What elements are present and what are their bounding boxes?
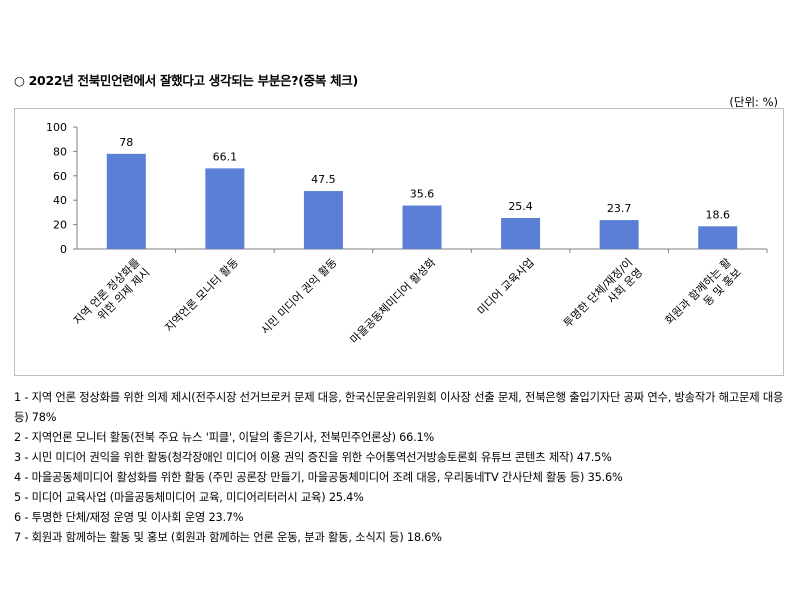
data-label: 18.6	[705, 208, 730, 221]
note-item-2: 2 - 지역언론 모니터 활동(전북 주요 뉴스 '피클', 이달의 좋은기사,…	[14, 431, 435, 444]
bar	[501, 218, 541, 249]
x-tick-label: 지역언론 모니터 활동	[162, 255, 241, 334]
x-tick-label-line: 마을공동체미디어 활성화	[347, 255, 438, 346]
bar	[303, 191, 343, 249]
y-tick-label: 40	[53, 194, 67, 207]
chart-frame: 0 20 40 60 80 100 78 지역 언론 정상화를위한 의제 제시 66.1 지역언론…	[14, 108, 784, 376]
bar	[402, 205, 442, 249]
bar	[599, 220, 639, 249]
data-label: 66.1	[213, 150, 238, 163]
note-item-4: 4 - 마을공동체미디어 활성화를 위한 활동 (주민 공론장 만들기, 마을공…	[14, 471, 623, 484]
y-tick-label: 60	[53, 170, 67, 183]
x-tick-label: 지역 언론 정상화를위한 의제 제시	[71, 256, 152, 337]
bar	[205, 168, 245, 249]
data-label: 25.4	[508, 200, 533, 213]
x-tick-label: 미디어 교육사업	[475, 256, 537, 318]
x-tick-label: 회원과 함께하는 활동 및 홍보	[662, 255, 744, 337]
chart-title: ○ 2022년 전북민언련에서 잘했다고 생각되는 부분은?(중복 체크)	[14, 73, 358, 88]
y-tick-label: 20	[53, 219, 67, 232]
data-label: 47.5	[311, 173, 336, 186]
bar	[106, 153, 146, 249]
note-item-5: 5 - 미디어 교육사업 (마을공동체미디어 교육, 미디어리터러시 교육) 2…	[14, 491, 364, 504]
data-label: 35.6	[410, 188, 435, 201]
x-tick-label-line: 지역언론 모니터 활동	[162, 255, 241, 334]
x-tick-label: 마을공동체미디어 활성화	[347, 255, 438, 346]
x-tick-label-line: 시민 미디어 권익 활동	[258, 255, 340, 337]
notes-list: 1 - 지역 언론 정상화를 위한 의제 제시(전주시장 선거브로커 문제 대응…	[14, 388, 786, 548]
y-tick-label: 0	[60, 243, 67, 256]
data-label: 23.7	[607, 202, 632, 215]
note-item-7: 7 - 회원과 함께하는 활동 및 홍보 (회원과 함께하는 언론 운동, 분과…	[14, 531, 442, 544]
y-tick-label: 100	[46, 121, 67, 134]
note-item-3: 3 - 시민 미디어 권익을 위한 활동(청각장애인 미디어 이용 권익 증진을…	[14, 451, 612, 464]
x-tick-label: 투명한 단체/재정/이사회 운영	[561, 256, 645, 340]
bar-chart: 0 20 40 60 80 100 78 지역 언론 정상화를위한 의제 제시 66.1 지역언론…	[46, 121, 768, 346]
note-item-6: 6 - 투명한 단체/재정 운영 및 이사회 운영 23.7%	[14, 511, 244, 524]
x-tick-label: 시민 미디어 권익 활동	[258, 255, 340, 337]
bar	[698, 226, 738, 249]
unit-label: (단위: %)	[729, 95, 778, 109]
x-tick-label-line: 미디어 교육사업	[475, 256, 537, 318]
data-label: 78	[119, 136, 133, 149]
y-tick-label: 80	[53, 145, 67, 158]
note-item-1: 1 - 지역 언론 정상화를 위한 의제 제시(전주시장 선거브로커 문제 대응…	[14, 391, 784, 424]
